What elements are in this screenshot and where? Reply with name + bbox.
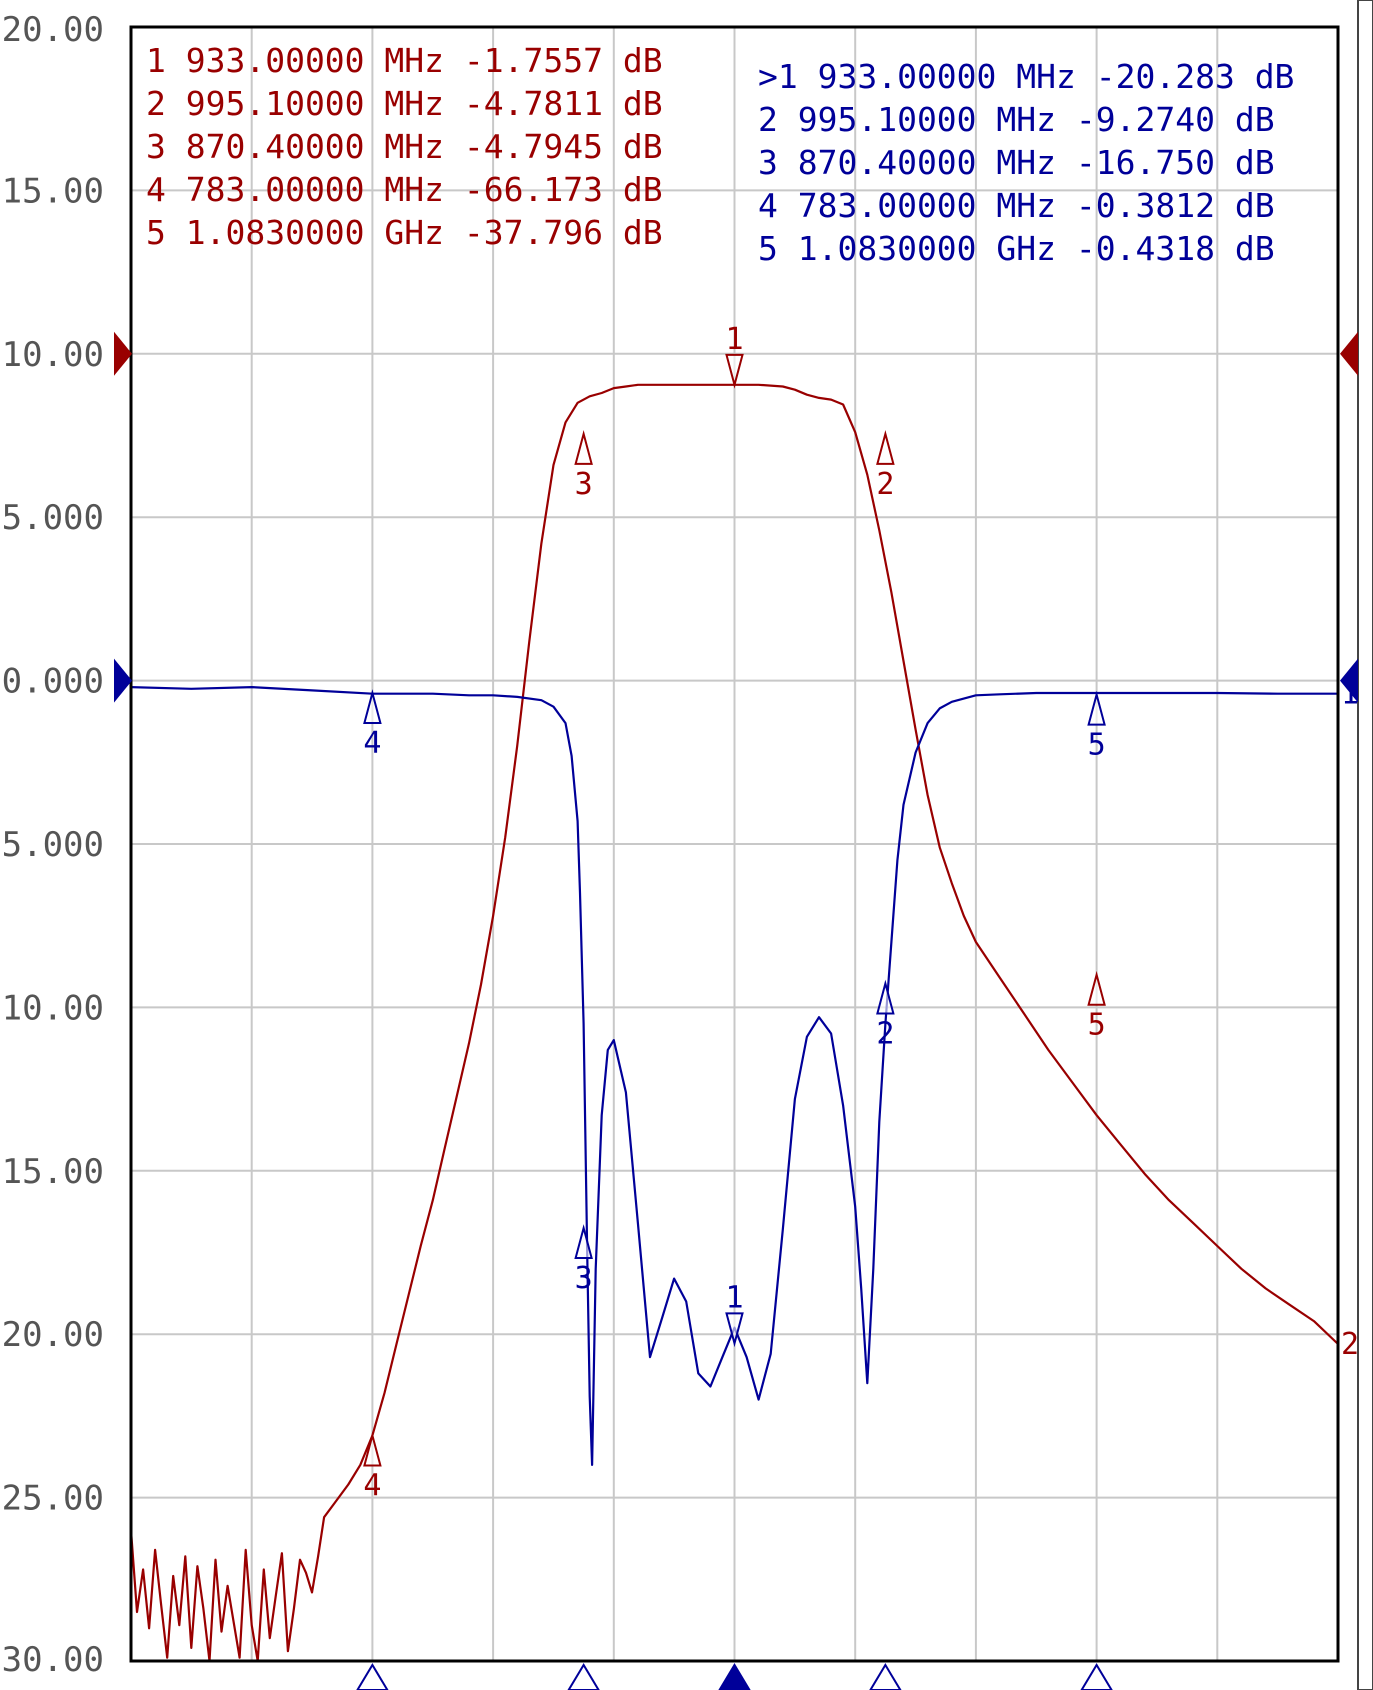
marker-2-2: 2: [876, 979, 895, 1052]
y-tick-label: -5.000: [0, 825, 104, 865]
trace-2-marker-readout: 2 995.10000 MHz -9.2740 dB: [758, 100, 1275, 139]
reference-level-right-icon: [1340, 658, 1358, 703]
marker-label: 3: [575, 467, 593, 502]
bottom-marker-row: [356, 1663, 1113, 1690]
y-tick-label: -10.00: [0, 988, 104, 1028]
y-tick-label: -20.00: [0, 1315, 104, 1355]
trace-2-line: [130, 685, 1338, 1467]
trace-1-marker-readout: 4 783.00000 MHz -66.173 dB: [146, 170, 663, 209]
marker-1-1: 1: [725, 322, 744, 389]
y-tick-label: 0.000: [2, 662, 104, 702]
marker-label: 1: [725, 1280, 743, 1315]
trace-2-marker-readout: 4 783.00000 MHz -0.3812 dB: [758, 186, 1275, 225]
trace-2-marker-readout: >1 933.00000 MHz -20.283 dB: [758, 57, 1294, 96]
trace-1-marker-readout: 5 1.0830000 GHz -37.796 dB: [146, 213, 663, 252]
marker-triangle: [363, 689, 382, 725]
marker-2-5: 5: [1087, 690, 1106, 763]
bottom-marker-icon: [356, 1663, 389, 1690]
trace-1-line: [129, 383, 1339, 1663]
reference-level-left-icon: [114, 658, 132, 703]
marker-1-4: 4: [363, 1431, 382, 1504]
marker-triangle: [1087, 690, 1106, 726]
bottom-marker-icon: [567, 1663, 600, 1690]
bottom-marker-icon: [1080, 1663, 1113, 1690]
marker-label: 1: [725, 322, 743, 357]
y-axis-labels: 20.00 15.00 10.00 5.000 0.000 -5.000 -10.00 -15…: [0, 10, 104, 1680]
marker-2-1: 1: [725, 1280, 744, 1348]
marker-triangle: [876, 429, 895, 465]
marker-triangle: [725, 1312, 744, 1348]
trace-2-marker-readout: 5 1.0830000 GHz -0.4318 dB: [758, 229, 1275, 268]
bottom-marker-icon: [869, 1663, 902, 1690]
plot-frame: [129, 25, 1340, 1663]
marker-label: 5: [1088, 1008, 1106, 1043]
trace-1-marker-readout: 2 995.10000 MHz -4.7811 dB: [146, 84, 663, 123]
y-tick-label: -25.00: [0, 1479, 104, 1519]
marker-triangle: [725, 353, 744, 389]
y-tick-label: -30.00: [0, 1640, 104, 1680]
marker-triangle: [363, 1431, 382, 1467]
trace-1-marker-readout: 3 870.40000 MHz -4.7945 dB: [146, 127, 663, 166]
grid: [131, 27, 1338, 1661]
trace-2-marker-readout: 3 870.40000 MHz -16.750 dB: [758, 143, 1275, 182]
marker-triangle: [876, 979, 895, 1015]
y-tick-label: 20.00: [2, 10, 104, 50]
right-edge-frame: [1357, 0, 1373, 1690]
trace-1-end-label: 2: [1341, 1327, 1359, 1362]
marker-2-4: 4: [363, 689, 382, 761]
marker-tables: 1 933.00000 MHz -1.7557 dB 2 995.10000 MH…: [146, 41, 1294, 268]
marker-label: 4: [363, 1469, 381, 1504]
reference-markers: [114, 331, 1358, 703]
marker-triangle: [574, 429, 593, 465]
marker-label: 4: [363, 726, 381, 761]
marker-label: 5: [1088, 728, 1106, 763]
marker-triangle: [1087, 970, 1106, 1006]
marker-triangle: [574, 1224, 593, 1259]
bottom-marker-icon: [718, 1663, 751, 1690]
y-tick-label: -15.00: [0, 1152, 104, 1192]
marker-1-2: 2: [876, 429, 895, 502]
y-tick-label: 10.00: [2, 335, 104, 375]
markers: 1 2 3 4 5 1 2 3 4 5: [363, 322, 1106, 1504]
marker-1-5: 5: [1087, 970, 1106, 1043]
reference-level-left-icon: [114, 331, 132, 376]
marker-label: 2: [876, 467, 894, 502]
y-tick-label: 5.000: [2, 498, 104, 538]
reference-level-right-icon: [1340, 331, 1358, 376]
trace-1-marker-readout: 1 933.00000 MHz -1.7557 dB: [146, 41, 663, 80]
marker-2-3: 3: [574, 1224, 593, 1296]
y-tick-label: 15.00: [2, 171, 104, 211]
marker-1-3: 3: [574, 429, 593, 502]
marker-label: 3: [575, 1261, 593, 1296]
marker-label: 2: [876, 1017, 894, 1052]
